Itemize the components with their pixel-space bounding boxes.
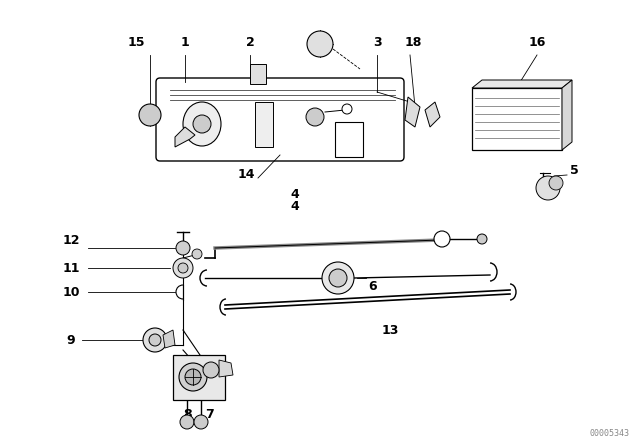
Circle shape [180,415,194,429]
Polygon shape [472,80,572,88]
Text: 5: 5 [570,164,579,177]
Text: 2: 2 [246,35,254,48]
Polygon shape [163,330,175,348]
Text: 11: 11 [63,262,80,275]
Circle shape [143,328,167,352]
Ellipse shape [183,102,221,146]
Polygon shape [562,80,572,150]
Polygon shape [175,127,195,147]
Text: 18: 18 [405,35,422,48]
Polygon shape [405,97,420,127]
Circle shape [193,115,211,133]
Text: 4: 4 [291,189,300,202]
Text: 8: 8 [184,409,192,422]
Polygon shape [219,360,233,377]
Circle shape [176,241,190,255]
Circle shape [549,176,563,190]
Circle shape [178,263,188,273]
Text: 7: 7 [205,409,214,422]
Text: 12: 12 [63,233,80,246]
Circle shape [179,363,207,391]
Text: 16: 16 [528,35,546,48]
Circle shape [306,108,324,126]
Bar [255,102,273,147]
Circle shape [342,104,352,114]
Circle shape [192,249,202,259]
Circle shape [329,269,347,287]
Text: 10: 10 [63,287,80,300]
Circle shape [149,334,161,346]
Text: 1: 1 [180,35,189,48]
Bar [250,64,266,84]
Circle shape [185,369,201,385]
Text: 00005343: 00005343 [590,429,630,438]
Circle shape [139,104,161,126]
Circle shape [203,362,219,378]
Bar [173,355,225,400]
Circle shape [477,234,487,244]
Text: 9: 9 [67,333,75,346]
Circle shape [536,176,560,200]
Text: 17: 17 [311,35,329,48]
Text: 4: 4 [291,200,300,213]
Polygon shape [425,102,440,127]
Text: 3: 3 [372,35,381,48]
Circle shape [322,262,354,294]
Circle shape [434,231,450,247]
Text: 14: 14 [237,168,255,181]
Circle shape [173,258,193,278]
Bar [335,122,363,157]
FancyBboxPatch shape [156,78,404,161]
Text: 13: 13 [381,323,399,336]
Circle shape [307,31,333,57]
Text: 6: 6 [368,280,376,293]
Circle shape [194,415,208,429]
Text: 15: 15 [127,35,145,48]
Bar [472,88,562,150]
